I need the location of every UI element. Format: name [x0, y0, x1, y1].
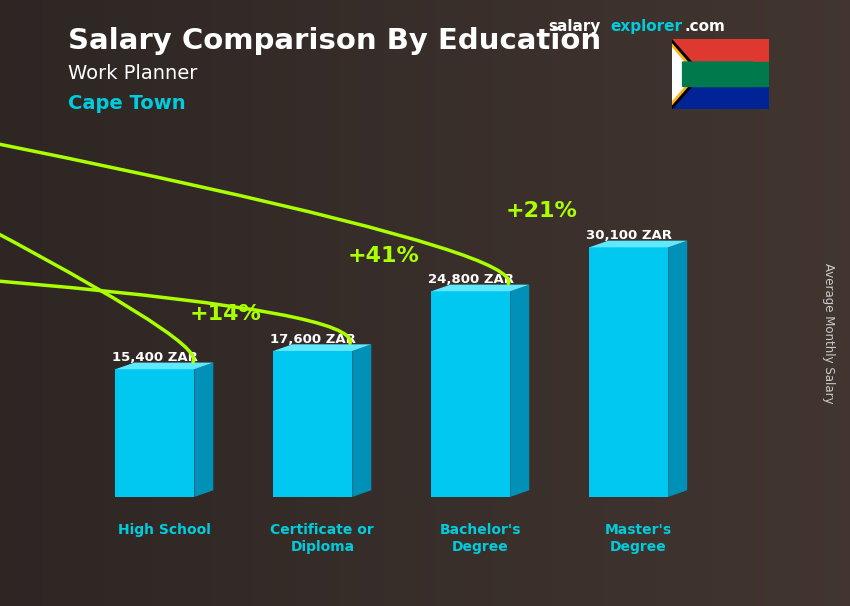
- Text: +21%: +21%: [506, 201, 578, 221]
- Polygon shape: [116, 369, 195, 497]
- Text: Average Monthly Salary: Average Monthly Salary: [822, 263, 836, 404]
- Polygon shape: [668, 241, 687, 497]
- Polygon shape: [672, 39, 702, 109]
- Text: Work Planner: Work Planner: [68, 64, 197, 82]
- Polygon shape: [589, 247, 668, 497]
- Text: Cape Town: Cape Town: [68, 94, 185, 113]
- Text: +14%: +14%: [190, 304, 262, 324]
- Polygon shape: [672, 48, 694, 101]
- Polygon shape: [672, 44, 698, 105]
- Text: Salary Comparison By Education: Salary Comparison By Education: [68, 27, 601, 55]
- Polygon shape: [683, 62, 769, 87]
- Polygon shape: [353, 344, 371, 497]
- Text: Bachelor's
Degree: Bachelor's Degree: [439, 524, 521, 554]
- Polygon shape: [274, 344, 371, 351]
- Text: Certificate or
Diploma: Certificate or Diploma: [270, 524, 374, 554]
- Text: 30,100 ZAR: 30,100 ZAR: [586, 229, 672, 242]
- Polygon shape: [116, 362, 213, 369]
- Text: 24,800 ZAR: 24,800 ZAR: [428, 273, 513, 286]
- Text: 17,600 ZAR: 17,600 ZAR: [270, 333, 356, 346]
- Polygon shape: [589, 241, 687, 247]
- Text: .com: .com: [684, 19, 725, 35]
- Polygon shape: [510, 285, 530, 497]
- Bar: [672, 75, 769, 109]
- Text: High School: High School: [118, 524, 211, 538]
- Polygon shape: [431, 285, 530, 291]
- Text: Master's
Degree: Master's Degree: [604, 524, 672, 554]
- Text: salary: salary: [548, 19, 601, 35]
- Text: +41%: +41%: [348, 247, 420, 267]
- Bar: [672, 39, 769, 75]
- Polygon shape: [274, 351, 353, 497]
- Polygon shape: [431, 291, 510, 497]
- Polygon shape: [195, 362, 213, 497]
- Bar: [672, 62, 769, 87]
- Text: 15,400 ZAR: 15,400 ZAR: [112, 351, 198, 364]
- Text: explorer: explorer: [610, 19, 683, 35]
